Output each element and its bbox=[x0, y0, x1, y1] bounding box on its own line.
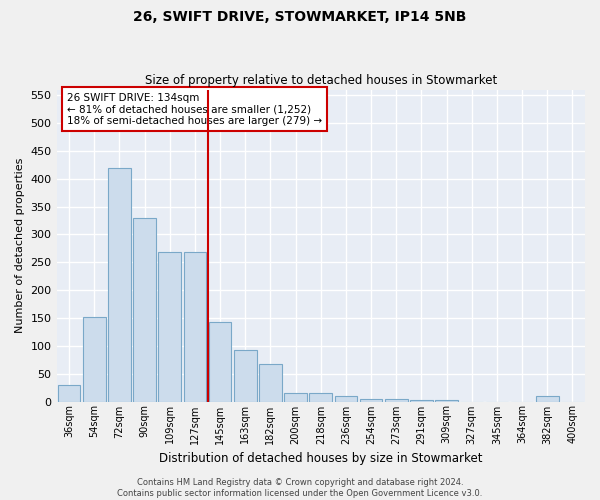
Bar bbox=[209, 322, 232, 402]
Bar bbox=[108, 168, 131, 402]
Bar bbox=[158, 252, 181, 402]
Bar bbox=[58, 385, 80, 402]
Bar bbox=[133, 218, 156, 402]
Bar bbox=[234, 350, 257, 402]
Bar bbox=[435, 400, 458, 402]
Bar bbox=[83, 317, 106, 402]
Bar bbox=[184, 252, 206, 402]
Text: 26 SWIFT DRIVE: 134sqm
← 81% of detached houses are smaller (1,252)
18% of semi-: 26 SWIFT DRIVE: 134sqm ← 81% of detached… bbox=[67, 92, 322, 126]
Bar bbox=[385, 398, 407, 402]
Title: Size of property relative to detached houses in Stowmarket: Size of property relative to detached ho… bbox=[145, 74, 497, 87]
Y-axis label: Number of detached properties: Number of detached properties bbox=[15, 158, 25, 333]
Bar bbox=[360, 398, 382, 402]
Text: Contains HM Land Registry data © Crown copyright and database right 2024.
Contai: Contains HM Land Registry data © Crown c… bbox=[118, 478, 482, 498]
X-axis label: Distribution of detached houses by size in Stowmarket: Distribution of detached houses by size … bbox=[159, 452, 482, 465]
Bar bbox=[335, 396, 357, 402]
Bar bbox=[284, 393, 307, 402]
Text: 26, SWIFT DRIVE, STOWMARKET, IP14 5NB: 26, SWIFT DRIVE, STOWMARKET, IP14 5NB bbox=[133, 10, 467, 24]
Bar bbox=[536, 396, 559, 402]
Bar bbox=[310, 393, 332, 402]
Bar bbox=[410, 400, 433, 402]
Bar bbox=[259, 364, 282, 402]
